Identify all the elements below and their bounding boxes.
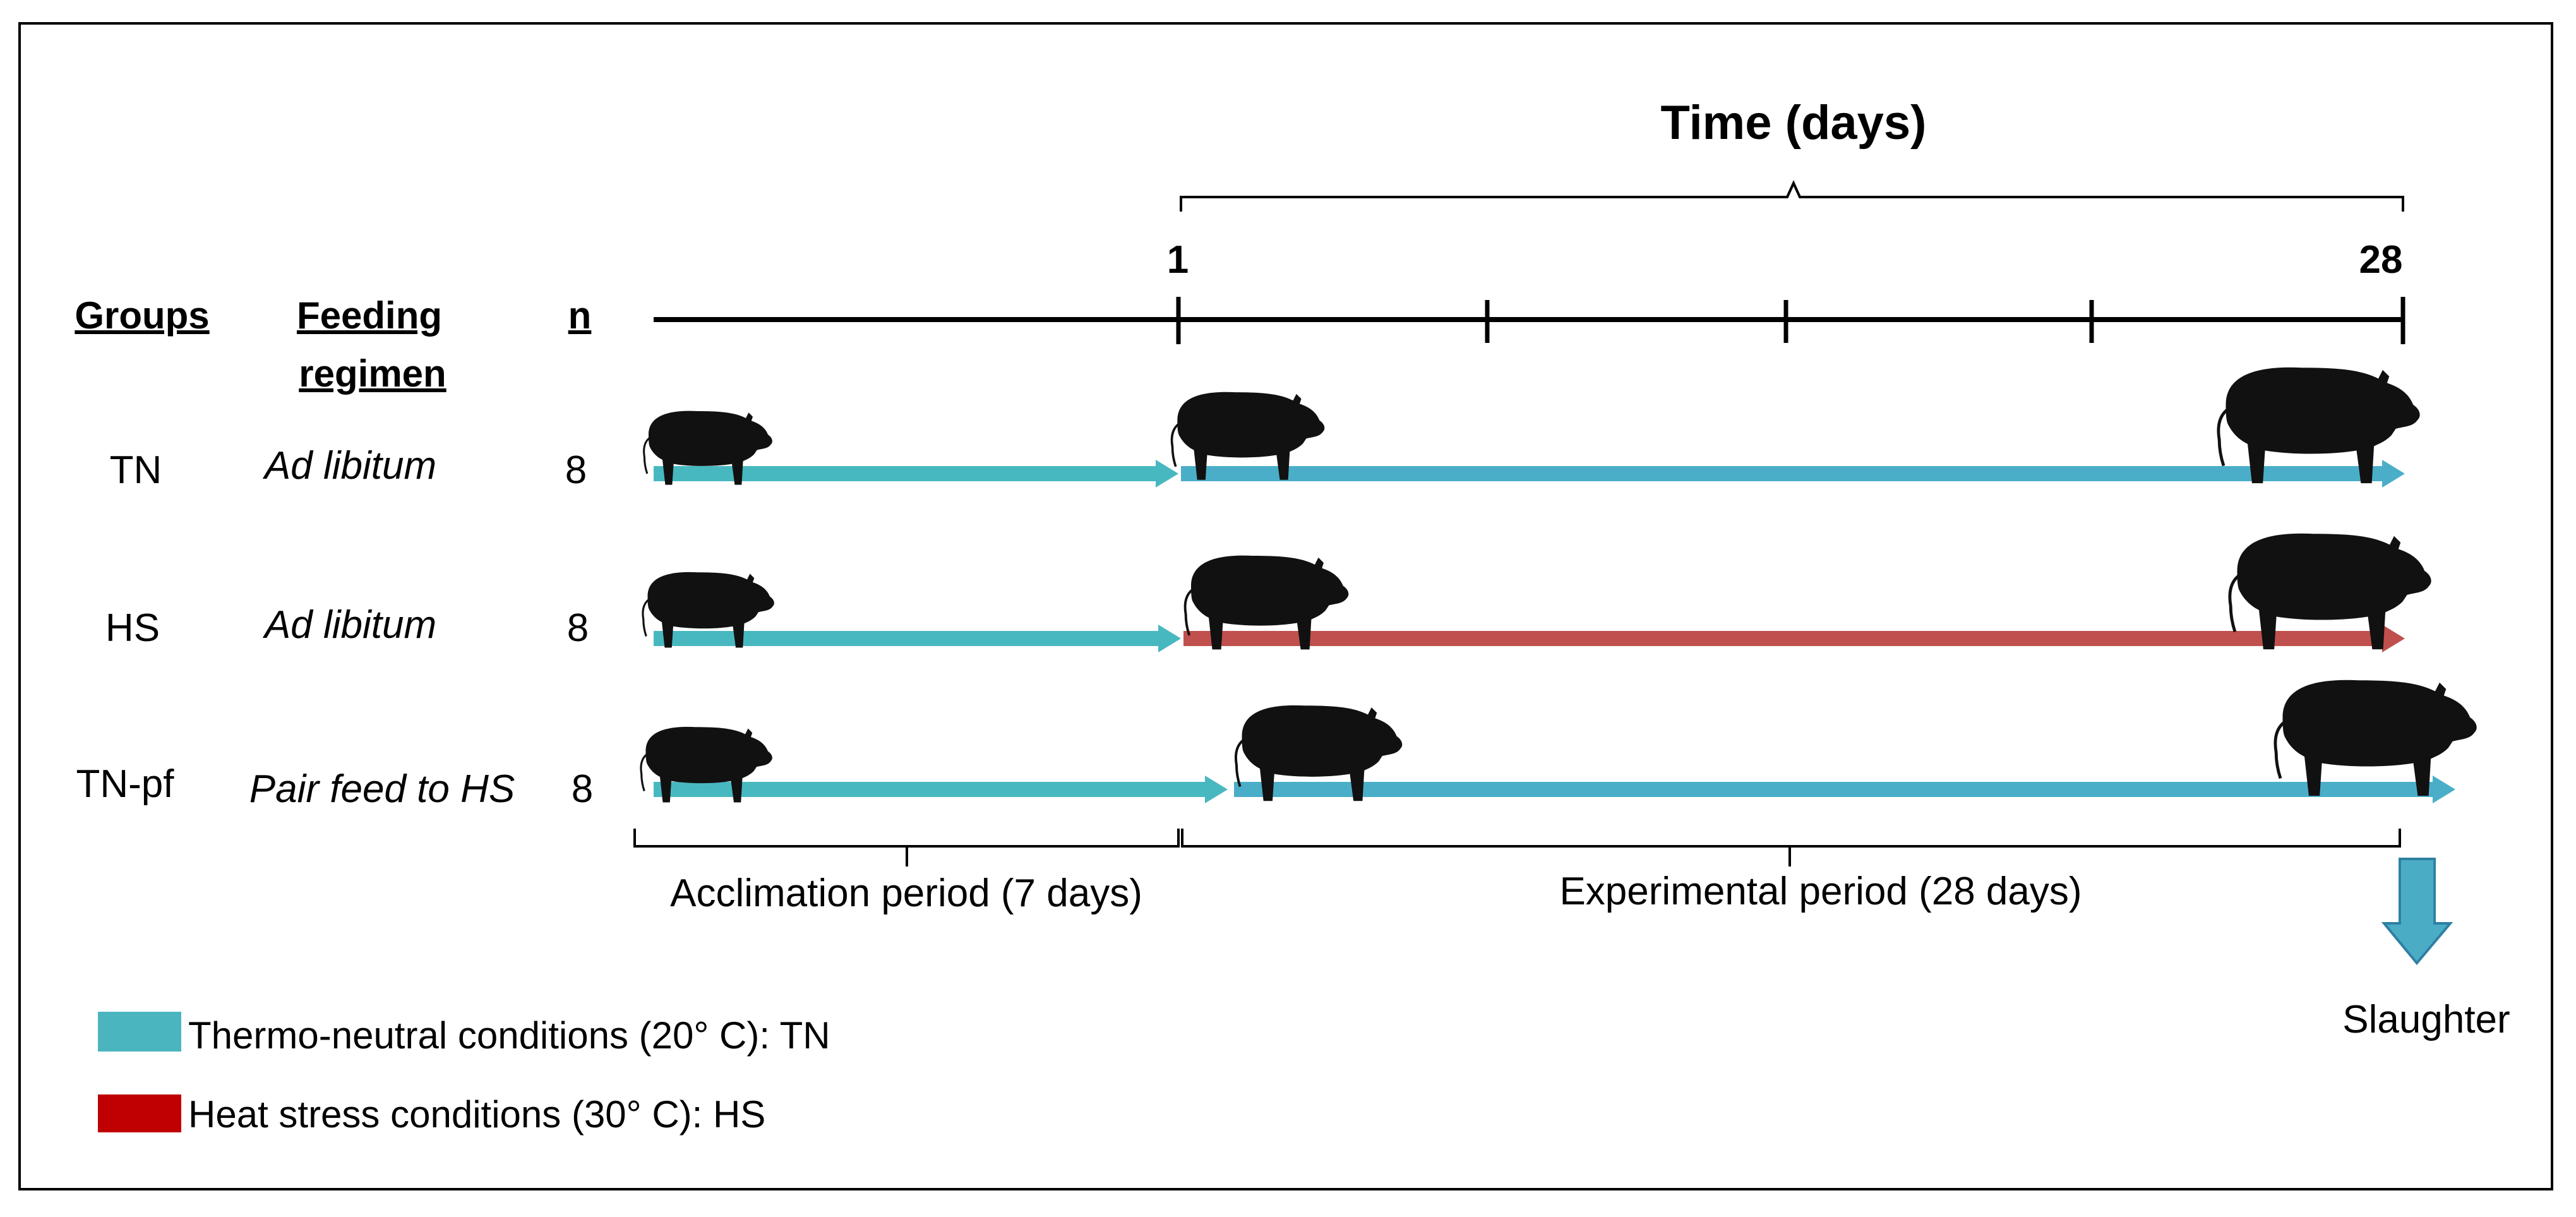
header-feeding-line2: regimen (299, 352, 446, 395)
legend-swatch-tn (98, 1012, 181, 1052)
group-name: TN (110, 448, 162, 492)
slaughter-arrow-icon (2381, 858, 2453, 966)
legend-swatch-hs (98, 1094, 181, 1132)
experimental-period-label: Experimental period (28 days) (1559, 870, 2082, 913)
group-n: 8 (567, 606, 589, 650)
header-groups: Groups (75, 294, 209, 337)
feeding-regimen: Ad libitum (262, 603, 436, 647)
group-n: 8 (572, 767, 593, 811)
figure-border (18, 22, 2553, 1190)
time-brace (1180, 180, 2404, 212)
header-feeding-line1: Feeding (297, 294, 442, 337)
pig-icon (2275, 680, 2477, 796)
acclimation-period-label: Acclimation period (7 days) (670, 872, 1142, 915)
tick-label-end: 28 (2359, 238, 2403, 282)
legend-label-tn: Thermo-neutral conditions (20° C): TN (188, 1014, 830, 1057)
experimental-brace (1181, 829, 2401, 848)
feeding-regimen: Pair feed to HS (249, 767, 515, 811)
time-axis-title: Time (days) (1661, 96, 1927, 150)
legend-label-hs: Heat stress conditions (30° C): HS (188, 1093, 765, 1136)
acclimation-arrow (654, 460, 1178, 488)
group-n: 8 (565, 448, 587, 492)
group-name: HS (105, 606, 160, 650)
tn-arrow (1181, 460, 2405, 488)
slaughter-label: Slaughter (2342, 998, 2510, 1041)
group-name: TN-pf (76, 762, 175, 806)
tn-arrow (1234, 776, 2455, 803)
tick-label-start: 1 (1167, 238, 1189, 282)
acclimation-brace (633, 829, 1180, 848)
header-n: n (568, 294, 592, 337)
feeding-regimen: Ad libitum (262, 444, 436, 488)
acclimation-arrow (654, 776, 1228, 803)
hs-arrow (1183, 625, 2405, 652)
acclimation-arrow (654, 625, 1181, 652)
